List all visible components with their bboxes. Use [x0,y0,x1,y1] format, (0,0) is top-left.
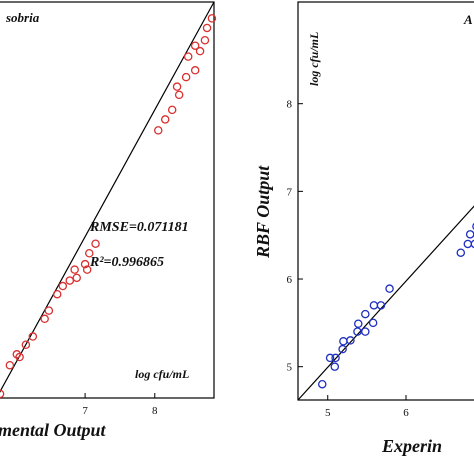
left-data-point [183,52,193,61]
left-data-point [5,360,15,370]
right-y-tick-label: 6 [287,274,293,286]
right-data-point [369,301,379,310]
right-y-axis-title: RBF Output [253,165,273,259]
right-data-point [376,301,386,310]
left-data-point [207,14,217,23]
left-data-point [21,340,31,349]
left-data-point [195,46,205,56]
left-r2-label: R²=0.996865 [89,255,164,270]
left-data-point [167,105,177,115]
left-data-point [40,314,49,324]
right-plot-frame [297,1,474,401]
left-x-tick-label: 8 [152,405,158,417]
left-data-point [160,115,170,124]
right-data-point [385,284,394,293]
left-data-point [65,276,75,285]
left-data-point [85,249,94,258]
right-x-tick-label: 5 [325,407,331,419]
left-data-point [190,66,200,75]
right-data-point [456,248,466,257]
left-fit-line [0,1,215,393]
left-data-point [52,289,62,299]
left-data-point [70,265,79,274]
left-plot-frame [0,1,215,399]
left-data-point [172,82,182,91]
left-data-point [15,352,24,362]
right-y-tick-label: 5 [287,362,293,374]
right-legend-label: A [463,12,473,27]
right-data-point [325,353,335,363]
right-data-point [339,337,348,346]
left-data-point [174,90,184,100]
right-data-point [472,222,474,230]
right-data-point [368,318,378,328]
right-data-point [330,362,340,371]
right-y-tick-label: 8 [287,99,293,111]
right-unit-label: log cfu/mL [307,32,321,86]
left-unit-label: log cfu/mL [135,367,189,381]
left-data-point [72,273,81,283]
right-data-point [318,379,327,389]
left-data-point [200,35,210,45]
left-data-point [12,350,22,359]
left-x-axis-title: mental Output [0,420,107,440]
right-x-axis-title: Experin [381,436,442,456]
right-data-point [331,353,340,363]
right-data-point [338,344,347,354]
left-rmse-label: RMSE=0.071181 [89,220,189,235]
left-data-point [0,389,5,399]
right-data-point [463,239,473,249]
right-data-point [346,336,355,345]
left-data-point [28,332,38,341]
right-x-tick-label: 6 [403,407,409,419]
right-panel: 5 6 5 6 7 8 A log cfu/mL RBF Output Experin [253,1,474,456]
right-data-point [361,309,370,319]
left-data-point [181,72,191,82]
left-x-tick-label: 7 [82,405,88,417]
right-data-point [361,327,370,336]
left-data-point [80,259,90,269]
left-data-point [154,126,163,135]
left-data-points [0,14,217,399]
right-data-points [318,222,474,389]
left-legend-label: sobria [5,10,40,25]
left-data-point [91,239,100,248]
left-data-point [44,306,54,315]
left-data-point [58,281,68,291]
right-data-point [354,319,363,328]
right-y-tick-label: 7 [287,186,293,198]
right-fit-line [297,205,474,401]
right-data-point [470,239,474,249]
right-axes: 5 6 5 6 7 8 [287,99,410,419]
left-data-point [202,23,212,33]
left-data-point [82,265,92,274]
right-data-point [465,230,474,239]
left-data-point [190,41,200,50]
